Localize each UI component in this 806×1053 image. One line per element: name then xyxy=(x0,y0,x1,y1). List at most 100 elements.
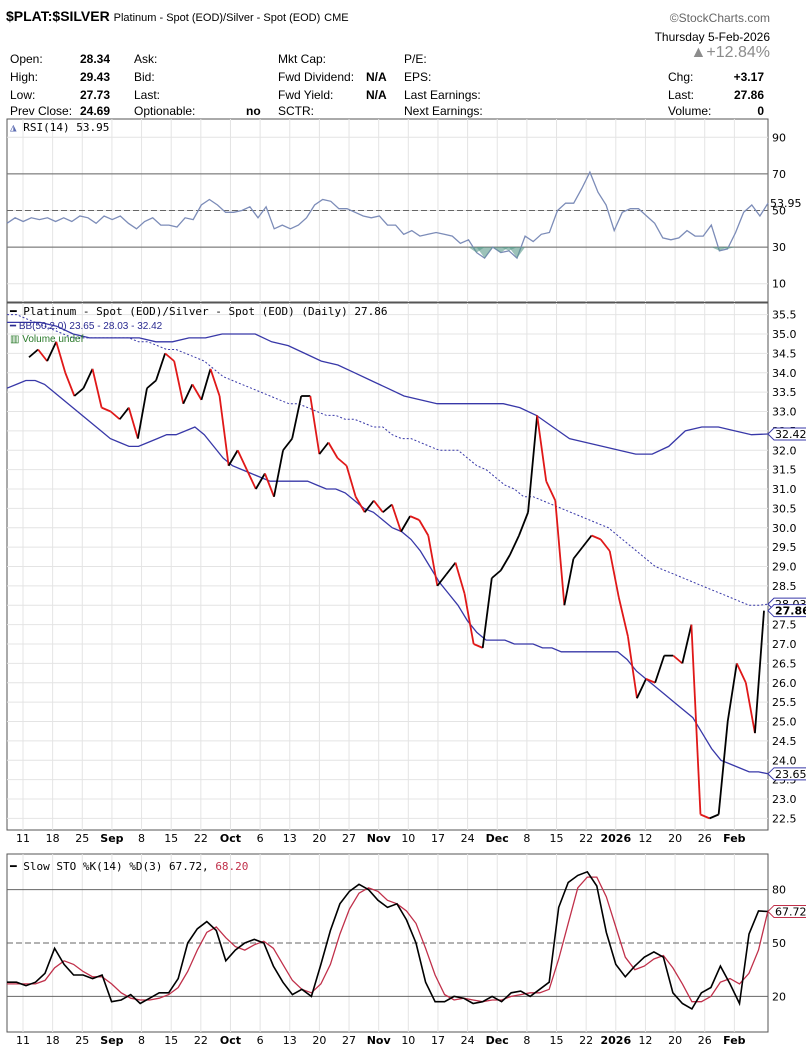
sto-legend-dash: ━ xyxy=(10,860,17,873)
price-legend-text: Platinum - Spot (EOD)/Silver - Spot (EOD… xyxy=(23,305,388,318)
price-segment xyxy=(645,678,656,684)
sto-tick-label: 20 xyxy=(772,990,786,1003)
price-segment xyxy=(672,654,683,665)
price-segment xyxy=(463,593,475,645)
rsi-tick-label: 70 xyxy=(772,168,786,181)
sto-d-line xyxy=(7,876,769,1003)
brand-label: ©StockCharts.com xyxy=(669,11,770,25)
rsi-oversold-fill xyxy=(476,247,493,259)
price-last-label-tag xyxy=(767,604,806,618)
price-segment xyxy=(491,569,502,579)
sto-last-tag xyxy=(767,904,806,918)
price-segment xyxy=(481,578,493,648)
rsi-tick-label: 10 xyxy=(772,278,786,291)
x-tick-label: Nov xyxy=(367,832,392,845)
high-value: 29.43 xyxy=(80,70,111,84)
volume-legend-icon: ▥ xyxy=(10,334,20,345)
price-tick-label: 25.5 xyxy=(772,696,797,709)
price-segment xyxy=(173,360,185,404)
next-earnings-label: Next Earnings: xyxy=(404,104,483,118)
open-value: 28.34 xyxy=(80,52,111,66)
price-segment xyxy=(227,449,239,467)
price-segment xyxy=(245,469,257,490)
price-segment xyxy=(536,415,548,482)
bb-middle-line xyxy=(7,314,769,606)
price-segment xyxy=(626,636,638,699)
x-tick-label: 25 xyxy=(75,832,89,845)
rsi-line xyxy=(6,170,769,260)
price-tick-label: 32.0 xyxy=(772,444,797,457)
price-segment xyxy=(336,457,348,467)
price-segment xyxy=(418,519,430,536)
price-tick-label: 24.5 xyxy=(772,735,797,748)
price-tick-label: 35.0 xyxy=(772,328,797,341)
x-tick-label: 2026 xyxy=(600,832,631,845)
x-tick-label: 15 xyxy=(550,832,564,845)
bb-upper-line xyxy=(7,321,769,455)
x-tick-label-bottom: 13 xyxy=(283,1034,297,1047)
price-segment xyxy=(28,348,39,358)
prev-close-label: Prev Close: xyxy=(10,104,73,118)
rsi-oversold-fill xyxy=(719,247,736,249)
price-segment xyxy=(282,438,293,451)
x-tick-label-bottom: 8 xyxy=(523,1034,530,1047)
x-tick-label: 17 xyxy=(431,832,445,845)
bb-upper-label: 32.42 xyxy=(775,428,806,441)
bid-label: Bid: xyxy=(134,70,155,84)
x-tick-label-bottom: Oct xyxy=(220,1034,241,1047)
last-earnings-label: Last Earnings: xyxy=(404,88,481,102)
x-tick-label-bottom: 8 xyxy=(138,1034,145,1047)
x-tick-label: Sep xyxy=(100,832,123,845)
price-segment xyxy=(700,813,710,820)
price-segment xyxy=(500,554,511,571)
price-tick-label: 28.5 xyxy=(772,580,797,593)
x-tick-label-bottom: 20 xyxy=(312,1034,326,1047)
price-tick-label: 30.0 xyxy=(772,522,797,535)
price-segment xyxy=(454,562,466,594)
price-segment xyxy=(191,383,203,401)
price-segment xyxy=(46,341,58,362)
price-segment xyxy=(591,534,602,541)
price-tick-label: 31.0 xyxy=(772,483,797,496)
price-tick-label: 23.0 xyxy=(772,793,797,806)
price-tick-label: 27.0 xyxy=(772,638,797,651)
x-tick-label: Feb xyxy=(723,832,746,845)
x-tick-label: 27 xyxy=(342,832,356,845)
price-segment xyxy=(127,407,139,439)
price-segment xyxy=(382,503,393,513)
bb-legend-dash: ━ xyxy=(10,321,17,332)
x-tick-label-bottom: 12 xyxy=(638,1034,652,1047)
x-tick-label: 10 xyxy=(401,832,415,845)
price-segment xyxy=(110,410,121,420)
bb-lower-line xyxy=(6,379,769,775)
optionable-value: no xyxy=(246,104,261,118)
x-tick-label-bottom: Nov xyxy=(367,1034,392,1047)
price-tick-label: 33.5 xyxy=(772,386,797,399)
price-segment xyxy=(754,610,765,734)
description: Platinum - Spot (EOD)/Silver - Spot (EOD… xyxy=(113,12,321,24)
x-tick-label-bottom: 15 xyxy=(164,1034,178,1047)
rsi-oversold-fill xyxy=(711,247,728,251)
x-tick-label-bottom: 17 xyxy=(431,1034,445,1047)
bb-lower-label: 23.65 xyxy=(775,768,806,781)
sto-tick-label: 50 xyxy=(772,937,786,950)
pe-label: P/E: xyxy=(404,52,427,66)
volume-value: 0 xyxy=(757,104,764,118)
price-segment xyxy=(209,368,221,397)
x-tick-label: 15 xyxy=(164,832,178,845)
fwd-dividend-label: Fwd Dividend: xyxy=(278,70,355,84)
price-segment xyxy=(37,348,48,362)
price-segment xyxy=(218,395,230,466)
x-tick-label: 24 xyxy=(461,832,475,845)
low-value: 27.73 xyxy=(80,88,111,102)
price-segment xyxy=(744,682,756,734)
open-label: Open: xyxy=(10,52,43,66)
x-tick-label: 8 xyxy=(138,832,145,845)
rsi-tick-label: 90 xyxy=(772,131,786,144)
price-segment xyxy=(119,407,130,420)
x-tick-label: Oct xyxy=(220,832,241,845)
x-tick-label-bottom: 10 xyxy=(401,1034,415,1047)
price-segment xyxy=(291,395,303,439)
price-segment xyxy=(364,500,375,513)
x-tick-label: 20 xyxy=(668,832,682,845)
